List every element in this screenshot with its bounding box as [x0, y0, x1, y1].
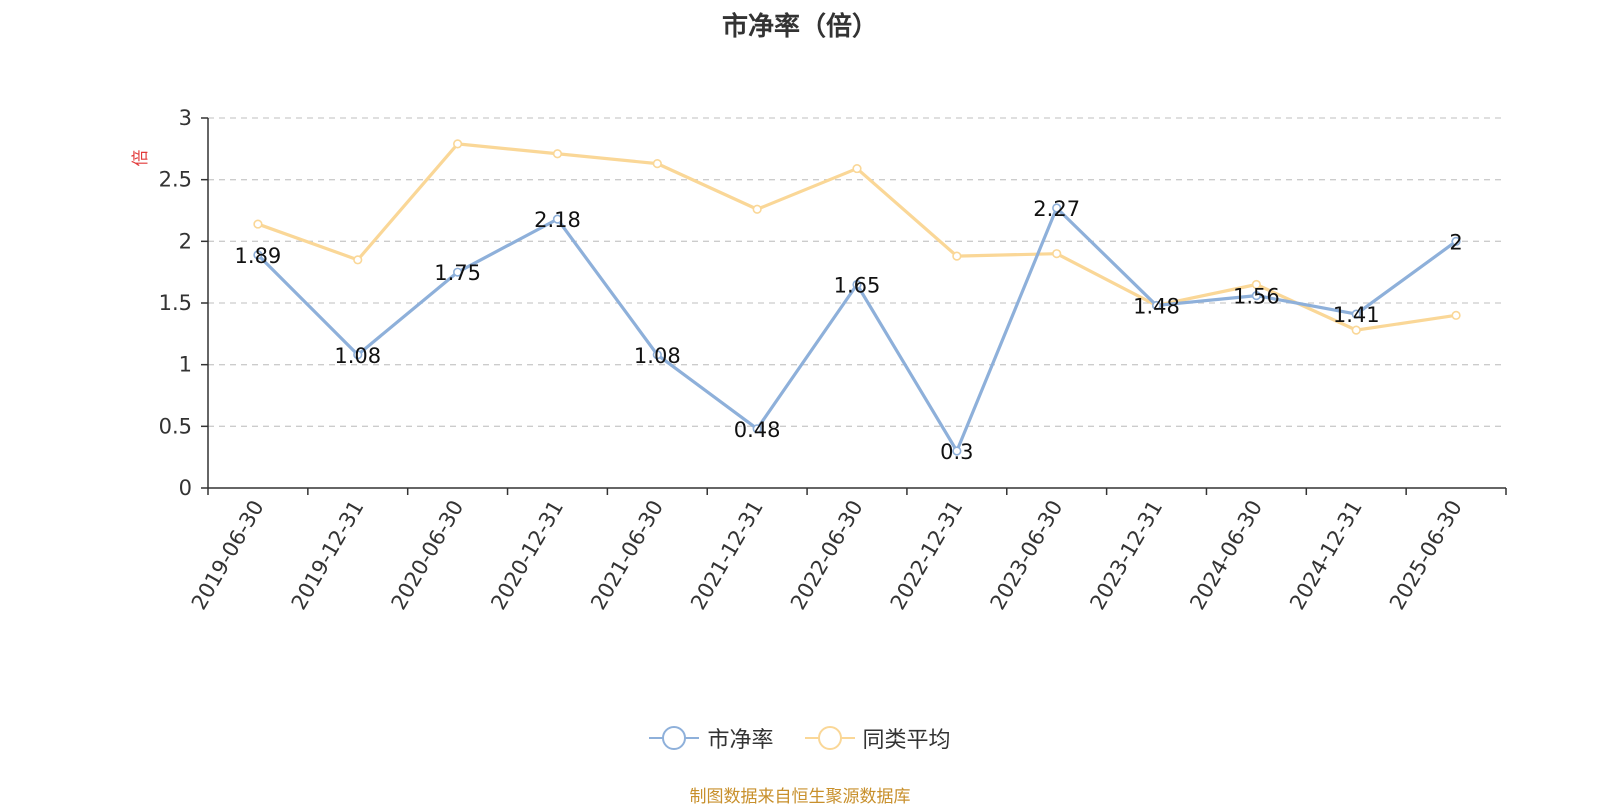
- y-tick-label: 1: [179, 353, 192, 377]
- x-tick-label: 2024-12-31: [1285, 496, 1367, 614]
- series-points: [253, 139, 1461, 456]
- data-label: 0.3: [940, 440, 973, 464]
- source-footnote: 制图数据来自恒生聚源数据库: [689, 787, 911, 807]
- data-point-avg: [652, 159, 662, 169]
- data-label: 1.41: [1333, 303, 1380, 327]
- y-tick-label: 0.5: [159, 414, 192, 438]
- legend-label-avg: 同类平均: [862, 728, 951, 753]
- data-point-avg: [453, 139, 463, 149]
- data-point-pb: [353, 350, 363, 360]
- data-label: 2.18: [534, 208, 581, 232]
- data-label: 1.56: [1233, 285, 1280, 309]
- data-point-pb: [652, 350, 662, 360]
- data-point-pb: [852, 279, 862, 290]
- data-point-avg: [952, 251, 962, 261]
- grid-lines: [208, 117, 1506, 427]
- data-point-avg: [353, 255, 363, 265]
- x-tick-label: 2023-12-31: [1085, 496, 1167, 614]
- data-point-pb: [1151, 300, 1162, 311]
- legend-item-pb[interactable]: 市净率: [649, 722, 774, 754]
- x-tick-label: 2020-12-31: [486, 496, 568, 614]
- data-labels: 1.89 1.08 1.75 2.18 1.08 0.48 1.65 0.3 2.27 1.48 1…: [235, 197, 1463, 464]
- x-tick-label: 2021-12-31: [686, 496, 768, 614]
- data-label: 0.48: [734, 418, 781, 442]
- x-tick-label: 2023-06-30: [986, 496, 1068, 614]
- data-label: 1.89: [235, 244, 282, 268]
- data-point-avg: [752, 204, 762, 214]
- data-label: 1.08: [334, 344, 381, 368]
- data-point-pb: [552, 214, 563, 224]
- x-tick-label: 2024-06-30: [1185, 496, 1267, 614]
- legend-pb-marker-icon: [649, 725, 700, 751]
- y-tick-label: 2.5: [159, 168, 192, 192]
- x-tick-label: 2019-12-31: [287, 496, 369, 614]
- y-tick-label: 2: [179, 229, 192, 253]
- data-label: 1.08: [634, 344, 681, 368]
- data-label: 1.65: [834, 274, 881, 298]
- x-tick-label: 2025-06-30: [1385, 496, 1467, 614]
- data-point-avg: [1351, 325, 1361, 335]
- data-point-pb: [1351, 309, 1361, 319]
- data-point-pb: [453, 267, 463, 277]
- series-line-pb: [256, 206, 1458, 453]
- y-tick-label: 3: [179, 106, 192, 130]
- legend-item-avg[interactable]: 同类平均: [804, 722, 951, 754]
- data-point-pb: [1251, 291, 1261, 301]
- data-point-pb: [253, 250, 263, 260]
- data-point-avg: [253, 219, 263, 229]
- y-axis-unit-label: 倍: [131, 150, 151, 167]
- legend-label-pb: 市净率: [707, 728, 774, 753]
- data-point-avg: [1052, 249, 1062, 259]
- data-point-pb: [952, 446, 962, 456]
- x-tick-label: 2020-06-30: [387, 496, 469, 614]
- data-point-pb: [1052, 203, 1062, 213]
- x-tick-label: 2021-06-30: [586, 496, 668, 614]
- data-point-avg: [1251, 279, 1261, 290]
- data-point-avg: [552, 149, 563, 159]
- data-label: 2.27: [1033, 197, 1080, 221]
- y-tick-label: 1.5: [159, 291, 192, 315]
- data-point-pb: [1451, 236, 1461, 246]
- data-label: 1.75: [434, 261, 481, 285]
- data-label: 1.48: [1133, 294, 1180, 318]
- x-tick-label: 2022-06-30: [786, 496, 868, 614]
- data-point-pb: [752, 424, 762, 434]
- x-tick-label: 2022-12-31: [886, 496, 968, 614]
- chart-title: 市净率（倍）: [721, 12, 878, 42]
- legend-avg-marker-icon: [804, 725, 855, 751]
- y-tick-label: 0: [179, 476, 192, 500]
- data-point-avg: [1451, 310, 1461, 320]
- data-label: 2: [1449, 230, 1462, 254]
- x-tick-label: 2019-06-30: [187, 496, 269, 614]
- legend: 市净率 同类平均: [0, 722, 1600, 757]
- data-point-avg: [852, 163, 862, 174]
